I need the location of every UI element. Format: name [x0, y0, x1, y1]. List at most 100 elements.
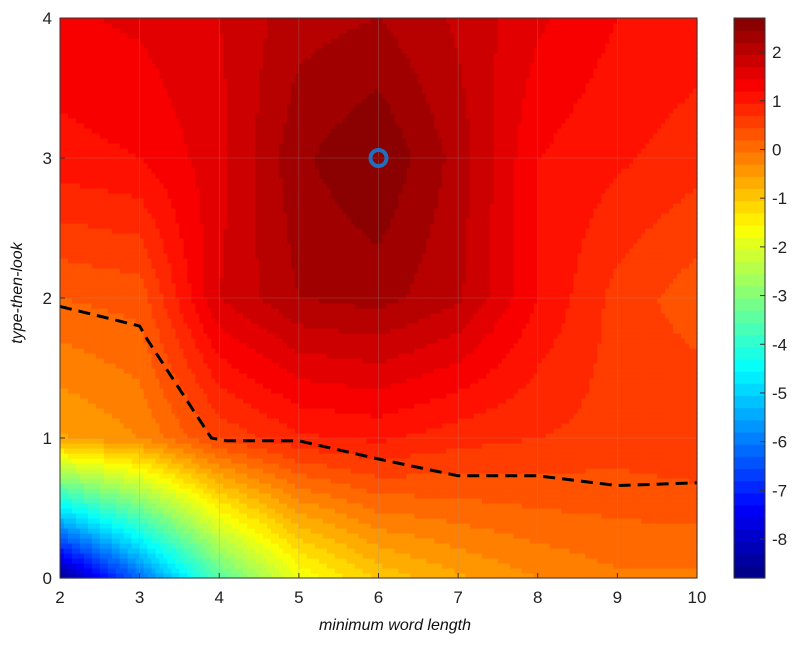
contour-cell: [179, 138, 185, 144]
contour-cell: [215, 463, 220, 469]
contour-cell: [183, 183, 188, 189]
contour-cell: [63, 443, 69, 449]
contour-cell: [167, 193, 173, 199]
contour-cell: [199, 118, 204, 124]
contour-cell: [179, 168, 185, 174]
contour-cell: [83, 18, 89, 24]
contour-cell: [195, 468, 200, 474]
contour-cell: [111, 573, 117, 579]
contour-cell: [71, 223, 77, 229]
contour-cell: [107, 423, 113, 429]
contour-cell: [207, 313, 212, 319]
contour-cell: [207, 538, 212, 544]
contour-cell: [60, 463, 65, 469]
contour-cell: [95, 68, 101, 74]
contour-cell: [123, 223, 129, 229]
contour-cell: [207, 438, 212, 444]
contour-cell: [187, 323, 192, 329]
contour-cell: [235, 253, 240, 259]
contour-cell: [83, 548, 89, 554]
contour-cell: [135, 193, 141, 199]
contour-cell: [115, 403, 121, 409]
contour-cell: [127, 143, 133, 149]
contour-cell: [143, 128, 149, 134]
contour-cell: [139, 133, 145, 139]
contour-cell: [171, 533, 177, 539]
contour-cell: [99, 483, 105, 489]
contour-cell: [63, 63, 69, 69]
contour-cell: [119, 133, 125, 139]
contour-cell: [111, 398, 117, 404]
contour-cell: [119, 383, 125, 389]
contour-cell: [199, 308, 204, 314]
contour-cell: [79, 213, 85, 219]
contour-cell: [143, 248, 149, 254]
contour-cell: [139, 463, 145, 469]
contour-cell: [79, 168, 85, 174]
contour-cell: [203, 433, 208, 439]
contour-cell: [159, 218, 165, 224]
contour-cell: [191, 563, 196, 569]
contour-cell: [67, 323, 73, 329]
contour-cell: [91, 28, 97, 34]
contour-cell: [119, 408, 125, 414]
contour-cell: [127, 563, 133, 569]
contour-cell: [179, 488, 185, 494]
contour-cell: [60, 133, 65, 139]
contour-cell: [111, 268, 117, 274]
contour-cell: [103, 328, 109, 334]
contour-cell: [179, 403, 185, 409]
contour-cell: [203, 88, 208, 94]
contour-cell: [163, 48, 169, 54]
contour-cell: [75, 68, 81, 74]
contour-cell: [79, 363, 85, 369]
contour-cell: [219, 338, 224, 344]
contour-cell: [219, 453, 224, 459]
contour-cell: [63, 343, 69, 349]
contour-cell: [199, 268, 204, 274]
contour-cell: [71, 268, 77, 274]
contour-cell: [171, 423, 177, 429]
contour-cell: [199, 348, 204, 354]
contour-cell: [99, 368, 105, 374]
contour-cell: [83, 28, 89, 34]
contour-cell: [127, 573, 133, 579]
contour-cell: [171, 438, 177, 444]
contour-cell: [143, 303, 149, 309]
contour-cell: [159, 63, 165, 69]
contour-cell: [187, 83, 192, 89]
contour-cell: [63, 53, 69, 59]
contour-cell: [75, 103, 81, 109]
contour-cell: [139, 188, 145, 194]
contour-cell: [215, 313, 220, 319]
contour-cell: [83, 73, 89, 79]
contour-cell: [203, 303, 208, 309]
contour-cell: [143, 83, 149, 89]
contour-cell: [223, 118, 228, 124]
contour-cell: [107, 303, 113, 309]
contour-cell: [107, 263, 113, 269]
contour-cell: [139, 38, 145, 44]
contour-cell: [163, 118, 169, 124]
contour-cell: [223, 413, 228, 419]
contour-cell: [211, 308, 216, 314]
contour-cell: [207, 478, 212, 484]
contour-cell: [195, 413, 200, 419]
contour-cell: [75, 133, 81, 139]
contour-cell: [211, 233, 216, 239]
contour-cell: [115, 198, 121, 204]
contour-cell: [155, 218, 161, 224]
contour-cell: [103, 63, 109, 69]
contour-cell: [71, 143, 77, 149]
contour-cell: [60, 83, 65, 89]
contour-cell: [235, 418, 240, 424]
contour-cell: [147, 113, 153, 119]
contour-cell: [95, 133, 101, 139]
contour-cell: [199, 458, 204, 464]
contour-cell: [207, 398, 212, 404]
contour-cell: [151, 203, 157, 209]
contour-cell: [139, 368, 145, 374]
contour-cell: [175, 523, 181, 529]
contour-cell: [111, 403, 117, 409]
contour-cell: [87, 163, 93, 169]
